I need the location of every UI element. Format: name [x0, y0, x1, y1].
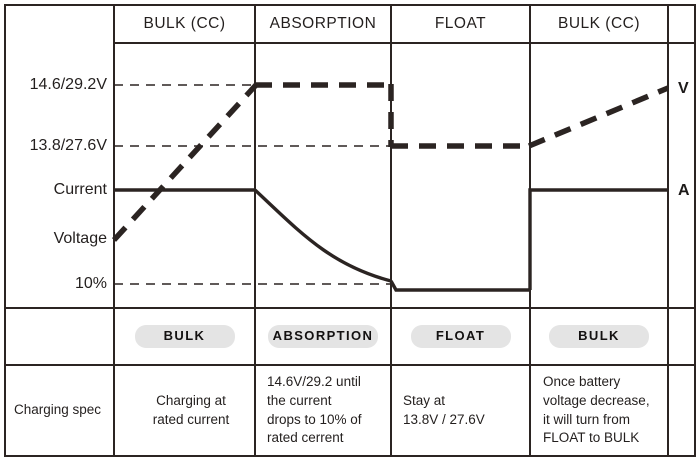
spec-cell-bulk-1: Charging at rated current [127, 365, 255, 456]
axis-label-10pct: 10% [74, 275, 107, 292]
badge-bulk-2: BULK [549, 324, 649, 349]
series-marker-voltage: V [678, 80, 689, 97]
axis-label-13v8: 13.8/27.6V [29, 137, 107, 154]
spec-line: Charging at [156, 392, 226, 408]
spec-line: FLOAT to BULK [543, 430, 640, 446]
spec-line: Once battery [543, 374, 621, 390]
axis-label-current: Current [53, 181, 107, 198]
spec-line: Stay at [403, 392, 446, 408]
spec-line: 14.6V/29.2 until [267, 374, 361, 390]
spec-line: it will turn from [543, 411, 631, 427]
spec-cell-absorption: 14.6V/29.2 until the current drops to 10… [267, 365, 391, 456]
badge-cell-bulk-2: BULK [530, 308, 668, 365]
badge-absorption: ABSORPTION [268, 324, 378, 349]
spec-line: rated cerrent [267, 430, 344, 446]
spec-line: the current [267, 392, 332, 408]
phase-header-bulk-1: BULK (CC) [143, 15, 226, 32]
badge-float: FLOAT [410, 324, 511, 349]
outer-frame [4, 4, 696, 457]
phase-header-absorption: ABSORPTION [269, 15, 377, 32]
series-marker-current: A [678, 182, 690, 199]
spec-line: voltage decrease, [543, 392, 650, 408]
current-series [114, 188, 668, 292]
axis-label-voltage: Voltage [53, 230, 107, 247]
voltage-series [111, 82, 670, 242]
spec-cell-bulk-2: Once battery voltage decrease, it will t… [543, 365, 668, 456]
axis-label-14v6: 14.6/29.2V [29, 76, 107, 93]
spec-line: drops to 10% of [267, 411, 362, 427]
badge-bulk-1: BULK [134, 324, 235, 349]
spec-row-label: Charging spec [14, 365, 114, 456]
spec-row-label-text: Charging spec [14, 402, 102, 418]
badge-cell-float: FLOAT [391, 308, 530, 365]
spec-line: 13.8V / 27.6V [403, 411, 485, 427]
badge-cell-bulk-1: BULK [114, 308, 255, 365]
phase-header-bulk-2: BULK (CC) [557, 15, 640, 32]
spec-line: rated current [152, 411, 230, 427]
phase-header-float: FLOAT [434, 15, 487, 32]
badge-cell-absorption: ABSORPTION [255, 308, 391, 365]
spec-cell-float: Stay at 13.8V / 27.6V [403, 365, 530, 456]
